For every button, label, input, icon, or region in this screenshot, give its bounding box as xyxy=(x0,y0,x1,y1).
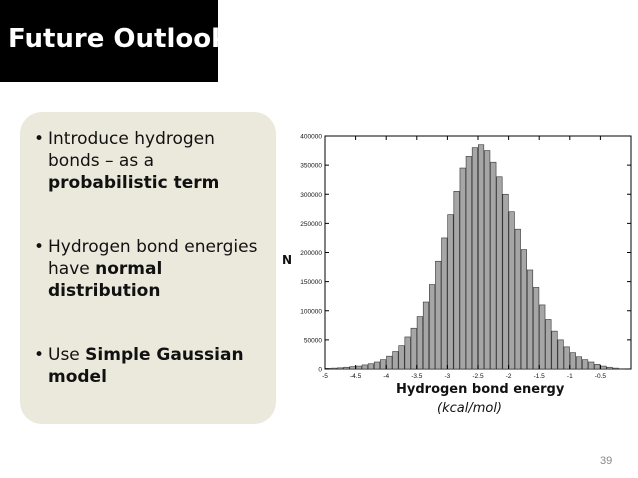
histogram-bar xyxy=(612,367,619,370)
histogram-bar xyxy=(496,176,503,370)
histogram-bar xyxy=(582,359,589,370)
histogram-bar xyxy=(545,319,552,370)
histogram-bar xyxy=(349,366,356,370)
bullet-item-1: • Introduce hydrogen bonds – as a probab… xyxy=(34,128,264,194)
bullet-item-3: • Use Simple Gaussian model xyxy=(34,344,264,388)
x-axis-label: Hydrogen bond energy xyxy=(396,382,565,397)
histogram-bar xyxy=(594,364,601,370)
histogram-bar xyxy=(588,361,595,370)
bullet-text: Use Simple Gaussian model xyxy=(48,345,244,387)
histogram-bar xyxy=(459,167,466,370)
histogram-bar xyxy=(380,359,387,370)
histogram-bar xyxy=(575,356,583,370)
y-tick-label: 400000 xyxy=(300,134,322,141)
y-tick-label: 100000 xyxy=(300,308,322,315)
histogram-bar xyxy=(429,284,436,370)
x-tick-label: -4.5 xyxy=(350,373,362,380)
histogram-bar xyxy=(563,346,570,370)
x-tick-label: -1 xyxy=(567,373,573,380)
histogram-bar xyxy=(373,361,381,370)
histogram-bar xyxy=(447,214,454,370)
x-tick-label: -3.5 xyxy=(411,373,423,380)
histogram-bar xyxy=(416,316,423,370)
x-tick-label: -5 xyxy=(322,373,328,380)
histogram-bar xyxy=(343,366,350,370)
y-tick-label: 350000 xyxy=(300,163,322,170)
y-tick-label: 300000 xyxy=(300,192,322,199)
histogram-bar xyxy=(398,345,405,370)
histogram-bar xyxy=(502,193,509,370)
y-tick-label: 250000 xyxy=(300,221,322,228)
bullet-text: Introduce hydrogen bonds – as a probabil… xyxy=(48,129,220,193)
y-tick-label: 0 xyxy=(318,367,322,374)
histogram-bar xyxy=(569,352,576,370)
histogram-bar xyxy=(453,191,460,370)
histogram-bar xyxy=(392,351,399,370)
x-tick-label: -1.5 xyxy=(534,373,546,380)
bullet-dot-icon: • xyxy=(34,345,45,365)
histogram-bar xyxy=(478,144,485,370)
histogram-bar xyxy=(490,161,497,370)
histogram-bar xyxy=(331,367,338,370)
histogram-bar xyxy=(435,260,442,370)
histogram-bar xyxy=(471,147,478,370)
histogram-bar xyxy=(557,339,564,370)
histogram-bar xyxy=(367,363,374,370)
histogram-bar xyxy=(520,249,527,370)
histogram-bar xyxy=(422,301,430,370)
slide-title: Future Outlook xyxy=(8,24,229,54)
histogram-bar xyxy=(361,364,368,370)
histogram-bar xyxy=(355,365,362,370)
bullet-dot-icon: • xyxy=(34,237,45,257)
x-tick-label: -3 xyxy=(445,373,451,380)
page-number: 39 xyxy=(600,455,613,467)
y-tick-label: 200000 xyxy=(300,250,322,257)
x-tick-label: -2.5 xyxy=(472,373,484,380)
histogram-bar xyxy=(410,327,417,370)
bullet-box: • Introduce hydrogen bonds – as a probab… xyxy=(20,112,276,424)
bullet-text: Hydrogen bond energies have normal distr… xyxy=(48,237,258,301)
histogram-bar xyxy=(465,156,472,370)
histogram-chart: 0 50000 100000 150000 200000 250000 300000 3500… xyxy=(282,134,632,380)
histogram-bar xyxy=(551,330,558,370)
title-bar: Future Outlook xyxy=(0,0,228,82)
x-tick-label: -0.5 xyxy=(595,373,607,380)
x-tick-label: -4 xyxy=(383,373,389,380)
histogram-bar xyxy=(539,304,546,370)
x-axis-unit: (kcal/mol) xyxy=(437,401,503,416)
histogram-bar xyxy=(404,336,411,370)
bullet-dot-icon: • xyxy=(34,129,45,149)
x-tick-label: -2 xyxy=(506,373,512,380)
histogram-bar xyxy=(484,150,491,370)
histogram-bar xyxy=(606,366,613,370)
bullet-item-2: • Hydrogen bond energies have normal dis… xyxy=(34,236,264,302)
y-axis-label: N xyxy=(282,253,292,267)
histogram-bar xyxy=(526,269,534,370)
y-tick-label: 150000 xyxy=(300,279,322,286)
histogram-bar xyxy=(600,365,607,370)
histogram-bar xyxy=(441,237,448,370)
histogram-bar xyxy=(508,211,515,370)
histogram-bar xyxy=(533,287,540,370)
histogram-bar xyxy=(386,355,393,370)
histogram-bar xyxy=(337,367,344,370)
histogram-bar xyxy=(514,228,521,370)
y-tick-label: 50000 xyxy=(304,337,322,344)
